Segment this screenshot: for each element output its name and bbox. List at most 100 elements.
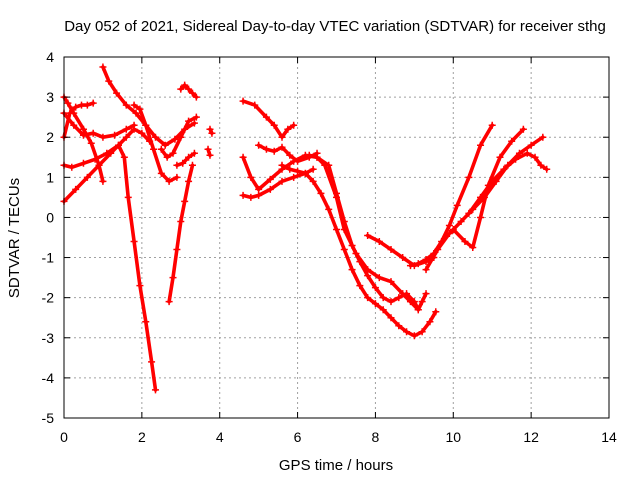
y-tick-label: 0 (46, 209, 54, 225)
data-point (325, 161, 333, 169)
data-point (543, 165, 551, 173)
data-point (89, 99, 97, 107)
data-point (371, 284, 379, 292)
data-point (364, 272, 372, 280)
data-point (414, 306, 422, 314)
data-point (500, 165, 508, 173)
data-point (247, 193, 255, 201)
data-point (422, 266, 430, 274)
data-point (375, 238, 383, 246)
data-point (278, 161, 286, 169)
data-point (83, 173, 91, 181)
series-line (241, 153, 421, 312)
chart-title: Day 052 of 2021, Sidereal Day-to-day VTE… (64, 18, 606, 35)
series-arc-8 (157, 113, 200, 161)
data-point (163, 153, 171, 161)
data-point (375, 274, 383, 282)
data-point (188, 161, 196, 169)
y-tick-label: -5 (42, 410, 55, 426)
data-point (113, 89, 121, 97)
data-point (136, 105, 144, 113)
data-point (333, 225, 340, 233)
data-point (333, 189, 340, 197)
data-point (286, 151, 294, 159)
data-point (290, 121, 298, 129)
data-point (142, 318, 150, 326)
data-point (410, 332, 418, 340)
data-point (206, 151, 214, 159)
data-point (399, 254, 407, 262)
data-point (422, 290, 430, 298)
data-point (78, 101, 86, 109)
series-arc-10 (173, 149, 198, 169)
data-point (239, 153, 247, 161)
data-point (278, 177, 286, 185)
data-point (115, 141, 122, 149)
data-point (488, 121, 496, 129)
data-point (150, 145, 158, 153)
data-point (387, 298, 395, 306)
data-point (132, 109, 140, 117)
data-point (379, 306, 387, 314)
data-point (255, 141, 263, 149)
data-point (239, 97, 247, 105)
data-point (185, 177, 193, 185)
data-point (99, 177, 107, 185)
data-point (157, 169, 165, 177)
data-point (70, 121, 78, 129)
data-point (255, 191, 263, 199)
data-point (387, 246, 395, 254)
data-point (138, 129, 146, 137)
data-point (70, 109, 78, 117)
data-point (325, 205, 333, 213)
data-point (266, 175, 274, 183)
y-tick-label: 4 (46, 49, 54, 65)
series-arc-21 (406, 121, 496, 270)
data-point (190, 149, 198, 157)
data-point (406, 262, 414, 270)
data-point (79, 125, 87, 133)
series-arc-12 (204, 145, 214, 159)
y-tick-label: 1 (46, 169, 54, 185)
data-point (290, 173, 298, 181)
y-tick-label: -2 (42, 290, 55, 306)
series-arc-9 (165, 161, 196, 306)
data-point (512, 155, 520, 163)
data-point (181, 197, 189, 205)
data-point (387, 314, 395, 322)
data-point (105, 77, 113, 85)
data-point (181, 81, 189, 89)
data-point (278, 133, 286, 141)
data-point (99, 63, 107, 71)
data-point (531, 153, 539, 161)
data-point (169, 149, 177, 157)
y-axis-label: SDTVAR / TECUs (6, 178, 23, 298)
data-point (371, 300, 379, 308)
x-tick-label: 2 (138, 429, 146, 445)
data-point (294, 167, 302, 175)
data-point (177, 133, 185, 141)
data-point (204, 145, 212, 153)
data-point (251, 101, 259, 109)
data-point (309, 165, 317, 173)
data-point (340, 217, 348, 225)
data-point (270, 147, 278, 155)
data-point (278, 143, 286, 151)
data-point (185, 117, 193, 125)
data-point (173, 173, 181, 181)
data-point (64, 99, 72, 107)
data-point (340, 246, 348, 254)
x-tick-label: 12 (523, 429, 539, 445)
data-point (99, 133, 107, 141)
data-point (188, 89, 196, 97)
series-arc-18 (278, 161, 440, 340)
data-point (469, 244, 477, 252)
data-point (364, 231, 372, 239)
data-point (426, 318, 434, 326)
data-point (151, 386, 159, 394)
data-point (142, 121, 150, 129)
data-point (124, 193, 132, 201)
data-point (130, 101, 138, 109)
